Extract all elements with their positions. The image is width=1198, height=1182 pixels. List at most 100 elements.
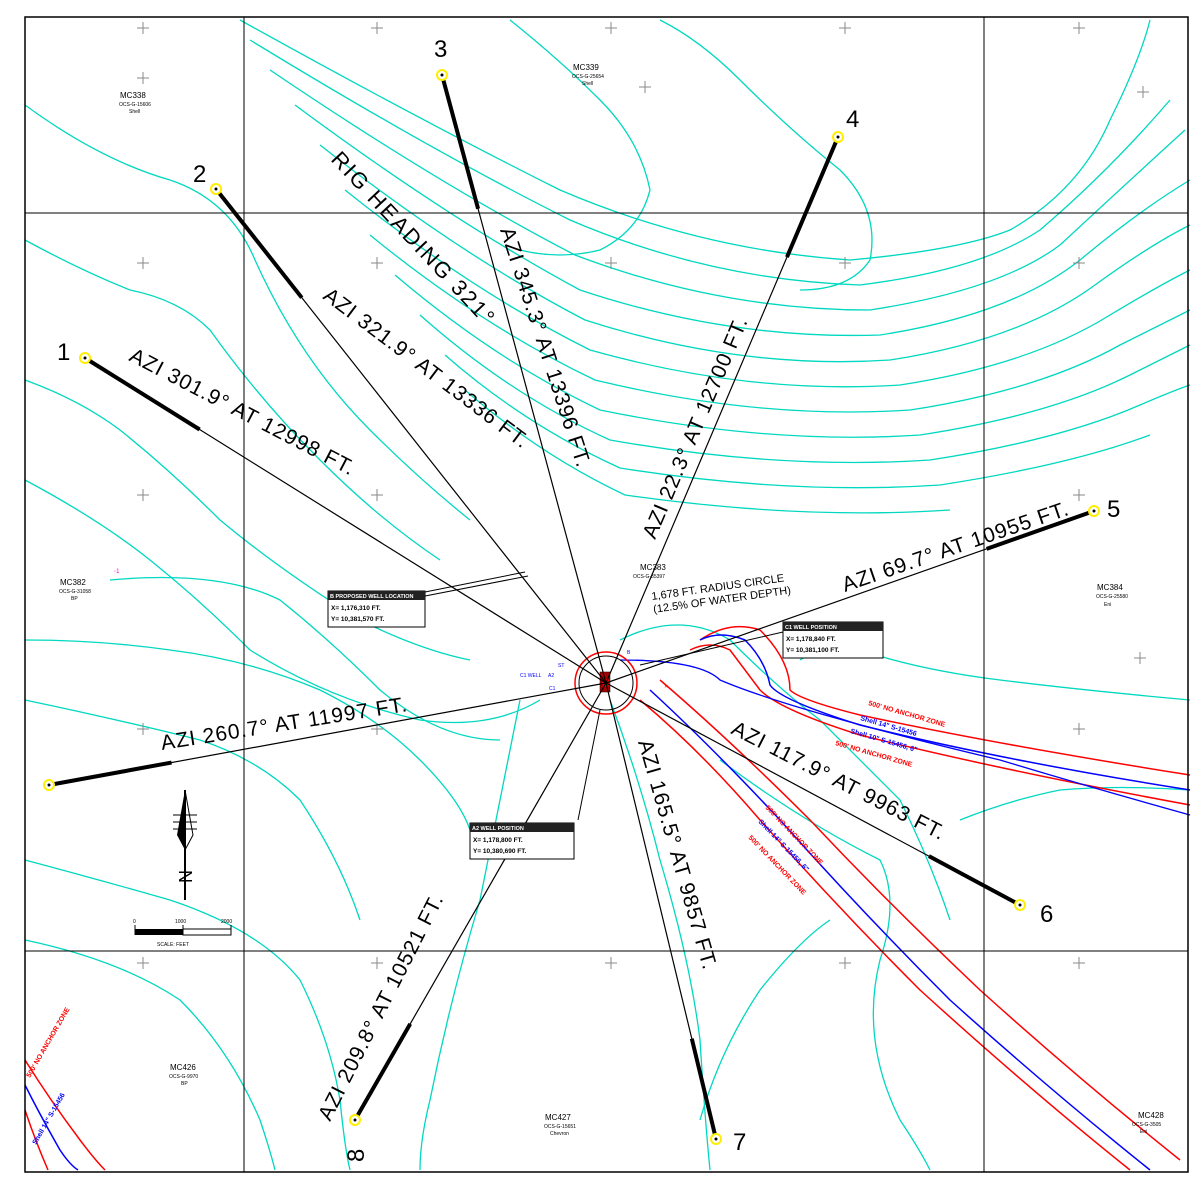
reference-cross (1073, 723, 1085, 735)
reference-cross (137, 723, 149, 735)
reference-cross (1073, 489, 1085, 501)
anchor-number-2: 2 (193, 161, 206, 188)
bathymetric-contours (24, 19, 1191, 1171)
block-id: MC427 (545, 1113, 571, 1122)
anchor-marker-dot-4 (836, 135, 840, 139)
block-lease: OCS-G-25654 (572, 74, 604, 80)
north-arrow: N (173, 789, 197, 900)
reference-cross (605, 957, 617, 969)
anchor-number-1: 1 (57, 339, 70, 366)
callout-title: B PROPOSED WELL LOCATION (330, 594, 414, 600)
anchor-marker-dot-6 (1018, 903, 1022, 907)
well-markers: ST A2 C1 WELL C1 B ✕ ◦1 (114, 569, 668, 692)
anchor-chain-7 (689, 1038, 718, 1140)
block-mc426: MC426 OCS-G-9970 BP (169, 1063, 198, 1087)
reference-cross (137, 489, 149, 501)
anchor-chain-5 (985, 509, 1095, 551)
reference-cross (137, 72, 149, 84)
anchor-number-6: 6 (1040, 901, 1053, 928)
block-mc384: MC384 OCS-G-25580 Eni (1096, 583, 1128, 608)
anchor-number-4: 4 (846, 106, 859, 133)
north-arrow-label: N (175, 870, 195, 883)
reference-cross (605, 257, 617, 269)
pipelines (24, 625, 1191, 1171)
block-id: MC383 (640, 563, 666, 572)
callout-a2-well: A2 WELL POSITION X= 1,178,800 FT. Y= 10,… (469, 822, 575, 860)
anchor-marker-dot-9 (47, 783, 51, 787)
anchor-number-5: 5 (1107, 496, 1120, 523)
reference-cross (371, 22, 383, 34)
anchor-chain-2 (214, 187, 304, 299)
block-mc428: MC428 OCS-G-3505 Eni (1132, 1111, 1164, 1135)
anchor-marker-dot-7 (714, 1137, 718, 1141)
block-id: MC339 (573, 63, 599, 72)
anchor-chain-4 (785, 136, 840, 258)
block-mc383: MC383 OCS-G-35397 (633, 563, 666, 580)
block-id: MC428 (1138, 1111, 1164, 1120)
callout-x: X= 1,178,840 FT. (786, 636, 836, 643)
block-id: MC384 (1097, 583, 1123, 592)
anchor-numbers: 1 2 3 4 5 6 7 8 (57, 36, 1120, 1162)
block-operator: BP (181, 1081, 188, 1087)
block-mc382: MC382 OCS-G-31058 BP (59, 578, 91, 602)
reference-cross (605, 22, 617, 34)
reference-cross (1073, 22, 1085, 34)
anchor-markers (43, 69, 1100, 1145)
reference-cross (839, 257, 851, 269)
reference-cross (1137, 86, 1149, 98)
svg-text:A2: A2 (548, 673, 554, 679)
map-border (24, 16, 1189, 1173)
anchor-marker-dot-8 (353, 1118, 357, 1122)
block-operator: Shell (129, 109, 140, 115)
callout-y: Y= 10,381,100 FT. (786, 647, 839, 654)
callout-x: X= 1,178,800 FT. (473, 837, 523, 844)
svg-text:ST: ST (558, 663, 564, 669)
callout-x: X= 1,176,310 FT. (331, 605, 381, 612)
anchor-marker-dot-1 (83, 356, 87, 360)
block-mc427: MC427 OCS-G-15651 Chevron (544, 1113, 576, 1137)
svg-text:◦1: ◦1 (114, 569, 120, 575)
block-id: MC426 (170, 1063, 196, 1072)
block-lease: OCS-G-3505 (1132, 1122, 1161, 1128)
reference-cross (839, 957, 851, 969)
block-lease: OCS-G-35397 (633, 574, 665, 580)
block-id: MC338 (120, 91, 146, 100)
svg-text:C1 WELL: C1 WELL (520, 673, 542, 679)
svg-text:✕: ✕ (664, 684, 668, 690)
anchor-number-3: 3 (434, 36, 447, 63)
anchor-marker-dot-3 (440, 73, 444, 77)
block-operator: Shell (582, 81, 593, 87)
anchor-chain-8 (353, 1022, 412, 1121)
callout-proposed-well: B PROPOSED WELL LOCATION X= 1,176,310 FT… (327, 590, 426, 628)
anchor-marker-dot-2 (214, 187, 218, 191)
block-operator: Eni (1104, 602, 1111, 608)
svg-text:B: B (627, 650, 631, 656)
callout-y: Y= 10,381,570 FT. (331, 616, 384, 623)
block-operator: Chevron (550, 1131, 569, 1137)
reference-cross (839, 22, 851, 34)
anchor-chain-1 (83, 356, 201, 432)
block-id: MC382 (60, 578, 86, 587)
block-lease: OCS-G-25580 (1096, 594, 1128, 600)
block-grid (25, 17, 1188, 1172)
anchor-number-8: 8 (343, 1149, 370, 1162)
anchor-chain-9 (48, 760, 172, 787)
block-labels: MC338 OCS-G-15606 Shell MC339 OCS-G-2565… (59, 63, 1164, 1137)
block-lease: OCS-G-9970 (169, 1074, 198, 1080)
scale-bar: 0 1000 2000 SCALE: FEET (133, 919, 232, 948)
reference-cross (137, 257, 149, 269)
anchor-chain-3 (440, 74, 481, 210)
reference-cross (1134, 652, 1146, 664)
well-callouts: B PROPOSED WELL LOCATION X= 1,176,310 FT… (327, 571, 884, 860)
block-operator: Eni (1140, 1129, 1147, 1135)
scale-units: SCALE: FEET (157, 942, 189, 948)
reference-cross (137, 22, 149, 34)
reference-cross (1073, 257, 1085, 269)
block-lease: OCS-G-15651 (544, 1124, 576, 1130)
block-lease: OCS-G-31058 (59, 589, 91, 595)
reference-cross (371, 957, 383, 969)
block-mc338: MC338 OCS-G-15606 Shell (119, 91, 151, 115)
reference-cross (639, 81, 651, 93)
anchor-chain-6 (927, 854, 1021, 907)
